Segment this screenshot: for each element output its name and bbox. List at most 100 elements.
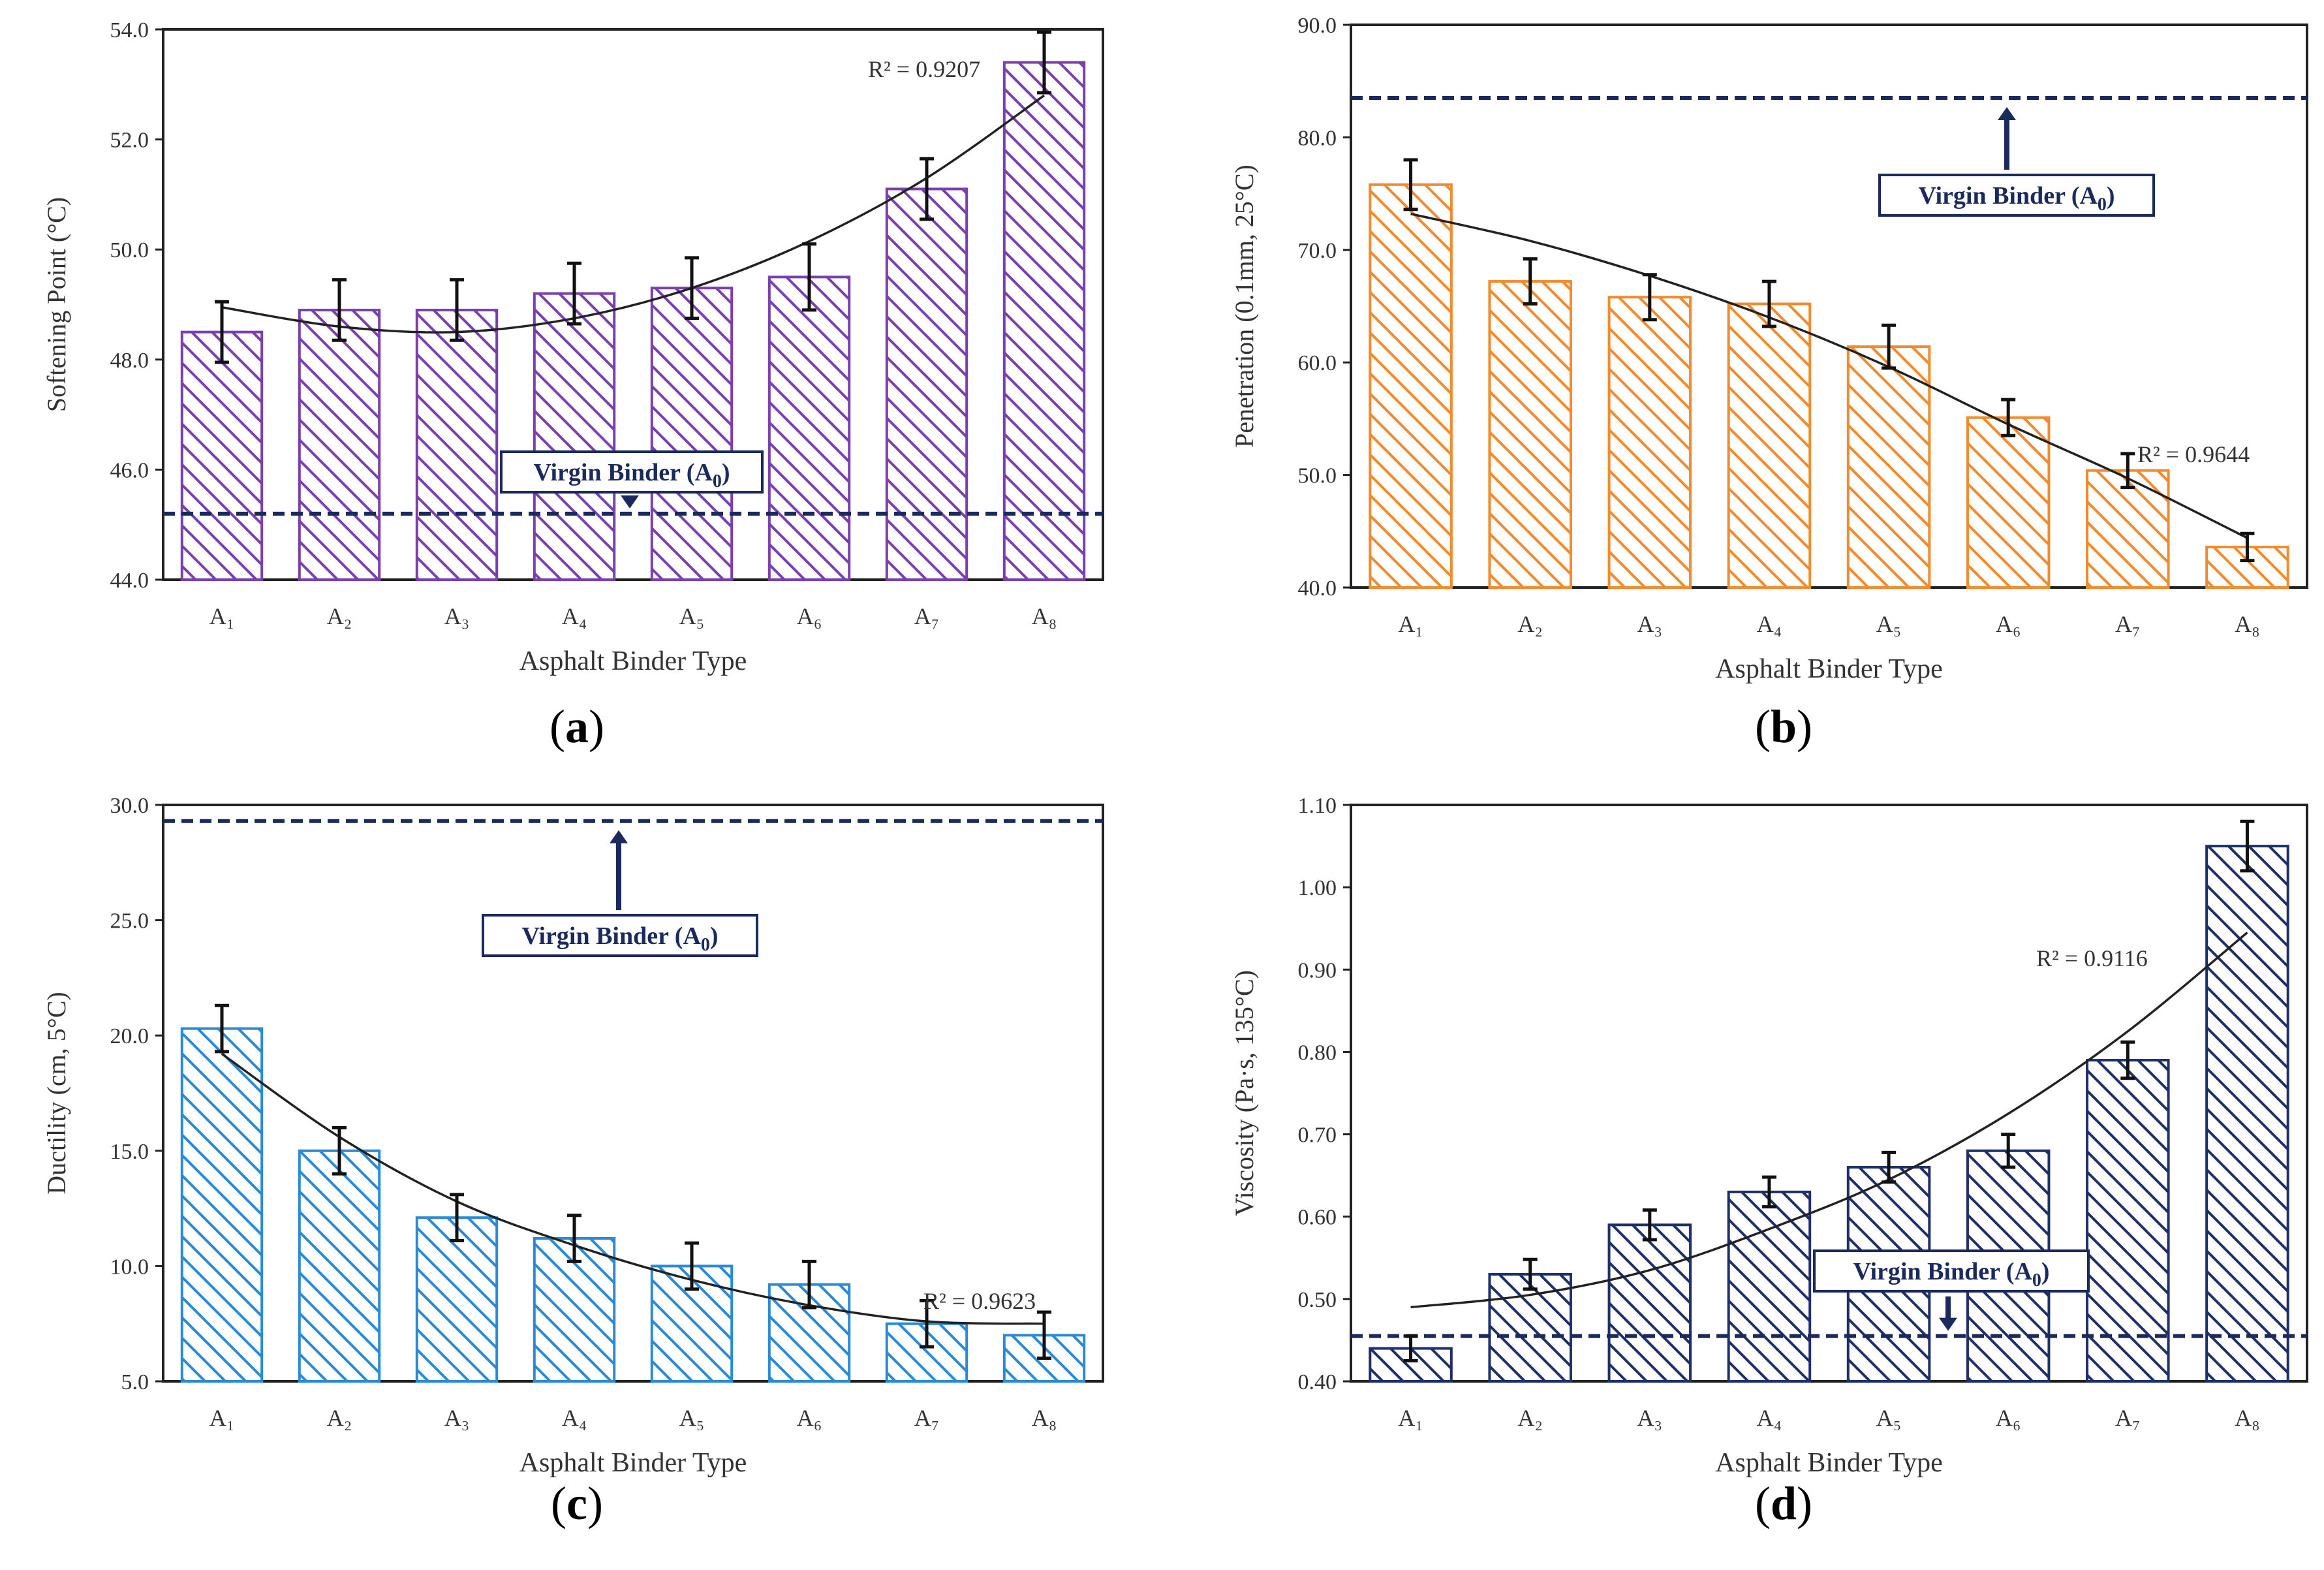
panel-c-xtick-label: A₈ — [1032, 1405, 1057, 1431]
panel-b-r2-label: R² = 0.9644 — [2137, 441, 2250, 467]
panel-c-xtick-label: A₆ — [797, 1405, 822, 1431]
panel-b-xlabel: Asphalt Binder Type — [1715, 654, 1943, 684]
panel-b-plot-frame — [1350, 24, 2308, 589]
panel-d-ytick-label: 0.50 — [1298, 1288, 1337, 1312]
panel-c-ytick-label: 10.0 — [110, 1255, 149, 1279]
panel-d-xtick-label: A₄ — [1757, 1405, 1782, 1431]
panel-b-xtick-label: A₂ — [1517, 611, 1543, 637]
panel-b-reference-label-sub: 0 — [2098, 195, 2107, 215]
panel-d-trendline — [1410, 932, 2248, 1309]
panel-d-ytick-label: 1.00 — [1298, 876, 1337, 900]
panel-a-xtick-label: A₆ — [797, 603, 822, 629]
panel-a-r2-label: R² = 0.9207 — [868, 56, 980, 82]
panel-b-ytick-label: 90.0 — [1298, 14, 1337, 38]
panel-d-reference-label-main: Virgin Binder (A — [1853, 1258, 2032, 1285]
panel-c-xtick-label: A₅ — [679, 1405, 705, 1431]
panel-d-reference-label: Virgin Binder (A0) — [1853, 1258, 2049, 1291]
panel-a-xtick-label: A₅ — [679, 603, 705, 629]
panel-d-reference-label-end: ) — [2041, 1258, 2050, 1285]
panel-d-ytick-label: 0.40 — [1298, 1370, 1337, 1394]
panel-b-reference-label-end: ) — [2107, 182, 2115, 210]
panel-caption-d: (d) — [1754, 1477, 1812, 1530]
panel-d-xtick-label: A₆ — [1996, 1405, 2021, 1431]
panel-d-r2-label: R² = 0.9116 — [2036, 945, 2148, 971]
panel-d-ytick-label: 1.10 — [1298, 794, 1337, 818]
panel-b-ytick-label: 80.0 — [1298, 126, 1337, 150]
panel-b-xtick-label: A₇ — [2115, 611, 2141, 637]
panel-caption-a-letter: a — [565, 700, 589, 753]
panel-c-ytick-label: 15.0 — [110, 1140, 149, 1164]
panel-a-bar — [533, 292, 616, 581]
panel-c-xtick-label: A₃ — [444, 1405, 470, 1431]
panel-b-xtick-label: A₅ — [1876, 611, 1902, 637]
panel-a-ytick-label: 54.0 — [110, 18, 149, 42]
panel-c-ytick-label: 30.0 — [110, 794, 149, 818]
panel-a-xtick-label: A₈ — [1032, 603, 1057, 629]
panel-a-ytick-label: 44.0 — [110, 569, 149, 593]
panel-a-group: 44.0 46.0 48.0 50.0 52.0 54.0 Softening Point … — [42, 18, 1104, 676]
panel-d-xtick-label: A₃ — [1637, 1405, 1663, 1431]
panel-b-bar — [1846, 345, 1931, 589]
panel-c-trendline — [221, 1053, 1045, 1325]
panel-c-xtick-label: A₁ — [209, 1405, 235, 1431]
panel-d-reference-label-sub: 0 — [2032, 1270, 2041, 1291]
panel-b-bar — [1727, 302, 1812, 589]
panel-a-reference-label: Virgin Binder (A0) — [533, 459, 730, 492]
panel-c-reference-label: Virgin Binder (A0) — [521, 922, 718, 955]
panel-b-xtick-label: A₃ — [1637, 611, 1663, 637]
panel-d-ytick-label: 0.80 — [1298, 1041, 1337, 1065]
panel-c-ytick-label: 20.0 — [110, 1024, 149, 1048]
panel-d-ytick-label: 0.90 — [1298, 958, 1337, 982]
panel-c-bar — [180, 1027, 264, 1383]
panel-a-bar — [180, 330, 264, 581]
panel-caption-b: (b) — [1754, 700, 1812, 753]
panel-c-group: 5.0 10.0 15.0 20.0 25.0 30.0 Ductility (cm, 5°… — [42, 794, 1104, 1478]
panel-a-reference-label-end: ) — [722, 459, 730, 486]
panel-a-arrow-down-head-icon — [621, 495, 639, 509]
panel-caption-c-letter: c — [566, 1477, 587, 1530]
panel-b-arrow-up-head-icon — [1998, 107, 2016, 121]
panel-a-ylabel: Softening Point (°C) — [42, 197, 71, 412]
panel-a-ytick-label: 50.0 — [110, 238, 149, 262]
panel-d-xtick-label: A₁ — [1398, 1405, 1423, 1431]
panel-c-xtick-label: A₄ — [562, 1405, 587, 1431]
panel-d-arrow-down-head-icon — [1939, 1317, 1957, 1331]
panel-b-xtick-label: A₄ — [1757, 611, 1782, 637]
panel-b-bar — [1488, 280, 1572, 589]
panel-a-ytick-label: 52.0 — [110, 129, 149, 153]
panel-d-xtick-label: A₅ — [1876, 1405, 1902, 1431]
panel-b-reference-box — [1878, 174, 2155, 217]
panel-a-ytick-label: 48.0 — [110, 349, 149, 373]
panel-b-ytick-label: 40.0 — [1298, 576, 1337, 601]
panel-d-bar — [2086, 1059, 2170, 1383]
panel-a-plot-frame — [162, 28, 1104, 581]
panel-b-bar — [1369, 183, 1453, 589]
panel-a-xtick-label: A₁ — [209, 603, 235, 629]
panel-b-ytick-label: 50.0 — [1298, 464, 1337, 488]
panel-d-ytick-label: 0.70 — [1298, 1123, 1337, 1148]
panel-a-reference-label-main: Virgin Binder (A — [533, 459, 713, 486]
panel-a-reference-box — [500, 450, 764, 494]
panel-a-trendline — [221, 94, 1046, 334]
panel-b-xtick-label: A₁ — [1398, 611, 1423, 637]
panel-d-bar — [1727, 1190, 1812, 1383]
panel-b-bar — [1966, 416, 2051, 589]
panel-b-reference-label: Virgin Binder (A0) — [1918, 182, 2115, 215]
panel-d-ylabel: Viscosity (Pa·s, 135°C) — [1230, 970, 1259, 1216]
panel-a-xtick-label: A₂ — [327, 603, 352, 629]
panel-c-reference-box — [482, 914, 758, 957]
panel-a-ytick-label: 46.0 — [110, 458, 149, 482]
panel-a-xtick-label: A₄ — [562, 603, 587, 629]
panel-c-xtick-label: A₇ — [914, 1405, 940, 1431]
panel-b-reference-label-main: Virgin Binder (A — [1918, 182, 2098, 210]
panel-b-ylabel: Penetration (0.1mm, 25°C) — [1230, 165, 1259, 448]
panel-c-xlabel: Asphalt Binder Type — [519, 1448, 747, 1478]
panel-b-group: 40.0 50.0 60.0 70.0 80.0 90.0 Penetration (0.1… — [1230, 14, 2308, 684]
panel-d-ytick-label: 0.60 — [1298, 1206, 1337, 1230]
panel-a-reference-label-sub: 0 — [713, 471, 722, 492]
panel-d-reference-box — [1813, 1249, 2090, 1293]
panel-a-bar — [767, 275, 851, 581]
panel-a-bar — [650, 287, 734, 581]
panel-c-arrow-up-head-icon — [610, 830, 628, 843]
